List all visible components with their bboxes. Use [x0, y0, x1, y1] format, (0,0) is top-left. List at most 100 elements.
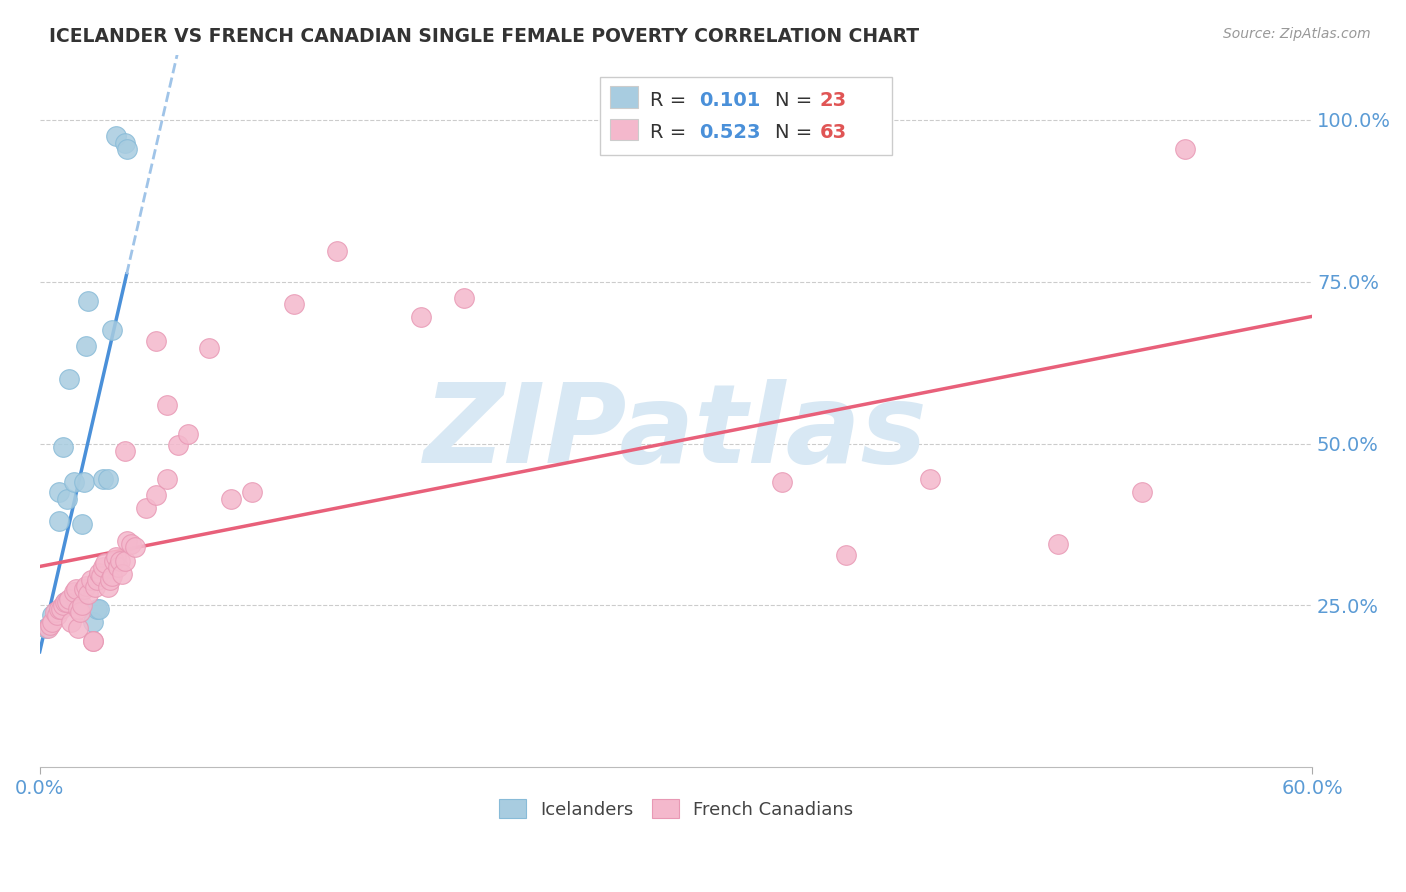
Point [87, 566, 110, 580]
Point [75, 339, 97, 353]
Point [96, 580, 118, 594]
Text: N =: N = [775, 123, 818, 142]
Point [240, 485, 263, 500]
Point [77, 294, 100, 309]
Point [58, 372, 80, 386]
Point [70, 599, 93, 613]
Point [53, 595, 76, 609]
Point [70, 517, 93, 532]
Point [62, 585, 84, 599]
Point [86, 573, 108, 587]
Point [1174, 142, 1197, 156]
Point [91, 472, 114, 486]
Point [145, 488, 167, 502]
Point [135, 501, 157, 516]
Point [111, 567, 134, 582]
Point [86, 601, 108, 615]
Point [325, 244, 347, 258]
Text: Source: ZipAtlas.com: Source: ZipAtlas.com [1223, 27, 1371, 41]
Point [90, 569, 112, 583]
Point [94, 557, 117, 571]
Point [156, 472, 179, 486]
Point [770, 475, 793, 490]
Point [103, 554, 125, 568]
Point [45, 608, 67, 623]
Point [65, 582, 87, 597]
Point [105, 129, 128, 144]
Point [834, 548, 856, 562]
Point [73, 582, 96, 597]
Point [69, 605, 91, 619]
Point [114, 444, 136, 458]
Point [41, 615, 63, 629]
FancyBboxPatch shape [599, 77, 893, 155]
Point [101, 323, 124, 337]
Point [79, 573, 101, 587]
Point [283, 297, 305, 311]
Point [198, 341, 221, 355]
FancyBboxPatch shape [610, 119, 638, 140]
Point [453, 291, 475, 305]
Point [44, 605, 66, 619]
Point [37, 621, 59, 635]
Point [56, 595, 79, 609]
Point [73, 475, 96, 490]
Point [56, 491, 79, 506]
Point [58, 591, 80, 606]
Point [52, 440, 75, 454]
Point [166, 438, 188, 452]
Point [124, 540, 146, 554]
Point [120, 537, 142, 551]
Text: R =: R = [651, 91, 693, 110]
Point [156, 398, 179, 412]
FancyBboxPatch shape [610, 87, 638, 108]
Point [114, 554, 136, 568]
Point [82, 634, 104, 648]
Point [114, 136, 136, 150]
Point [920, 472, 942, 486]
Legend: Icelanders, French Canadians: Icelanders, French Canadians [492, 791, 860, 826]
Point [77, 587, 100, 601]
Point [101, 569, 124, 583]
Text: 0.523: 0.523 [699, 123, 761, 142]
Point [66, 621, 89, 635]
Text: 0.101: 0.101 [699, 91, 761, 110]
Point [35, 621, 58, 635]
Point [82, 615, 104, 629]
Point [66, 601, 89, 615]
Point [62, 475, 84, 490]
Text: R =: R = [651, 123, 693, 142]
Point [52, 599, 75, 613]
Point [96, 472, 118, 486]
Point [66, 595, 89, 609]
Point [177, 426, 200, 441]
Point [41, 608, 63, 623]
Point [411, 310, 433, 325]
Point [87, 601, 110, 615]
Text: ZIPatlas: ZIPatlas [425, 379, 928, 486]
Point [83, 580, 105, 594]
Point [48, 485, 70, 500]
Point [48, 601, 70, 615]
Point [82, 634, 104, 648]
Point [145, 334, 167, 349]
Point [39, 617, 62, 632]
Point [60, 615, 83, 629]
Point [49, 601, 72, 615]
Point [115, 142, 138, 156]
Text: ICELANDER VS FRENCH CANADIAN SINGLE FEMALE POVERTY CORRELATION CHART: ICELANDER VS FRENCH CANADIAN SINGLE FEMA… [49, 27, 920, 45]
Point [48, 514, 70, 528]
Point [219, 491, 242, 506]
Text: 23: 23 [820, 91, 846, 110]
Point [1132, 485, 1154, 500]
Text: N =: N = [775, 91, 818, 110]
Point [107, 559, 129, 574]
Point [53, 595, 76, 609]
Point [105, 549, 128, 564]
Point [91, 559, 114, 574]
Point [75, 579, 97, 593]
Point [115, 533, 138, 548]
Text: 63: 63 [820, 123, 846, 142]
Point [110, 554, 132, 568]
Point [98, 573, 121, 587]
